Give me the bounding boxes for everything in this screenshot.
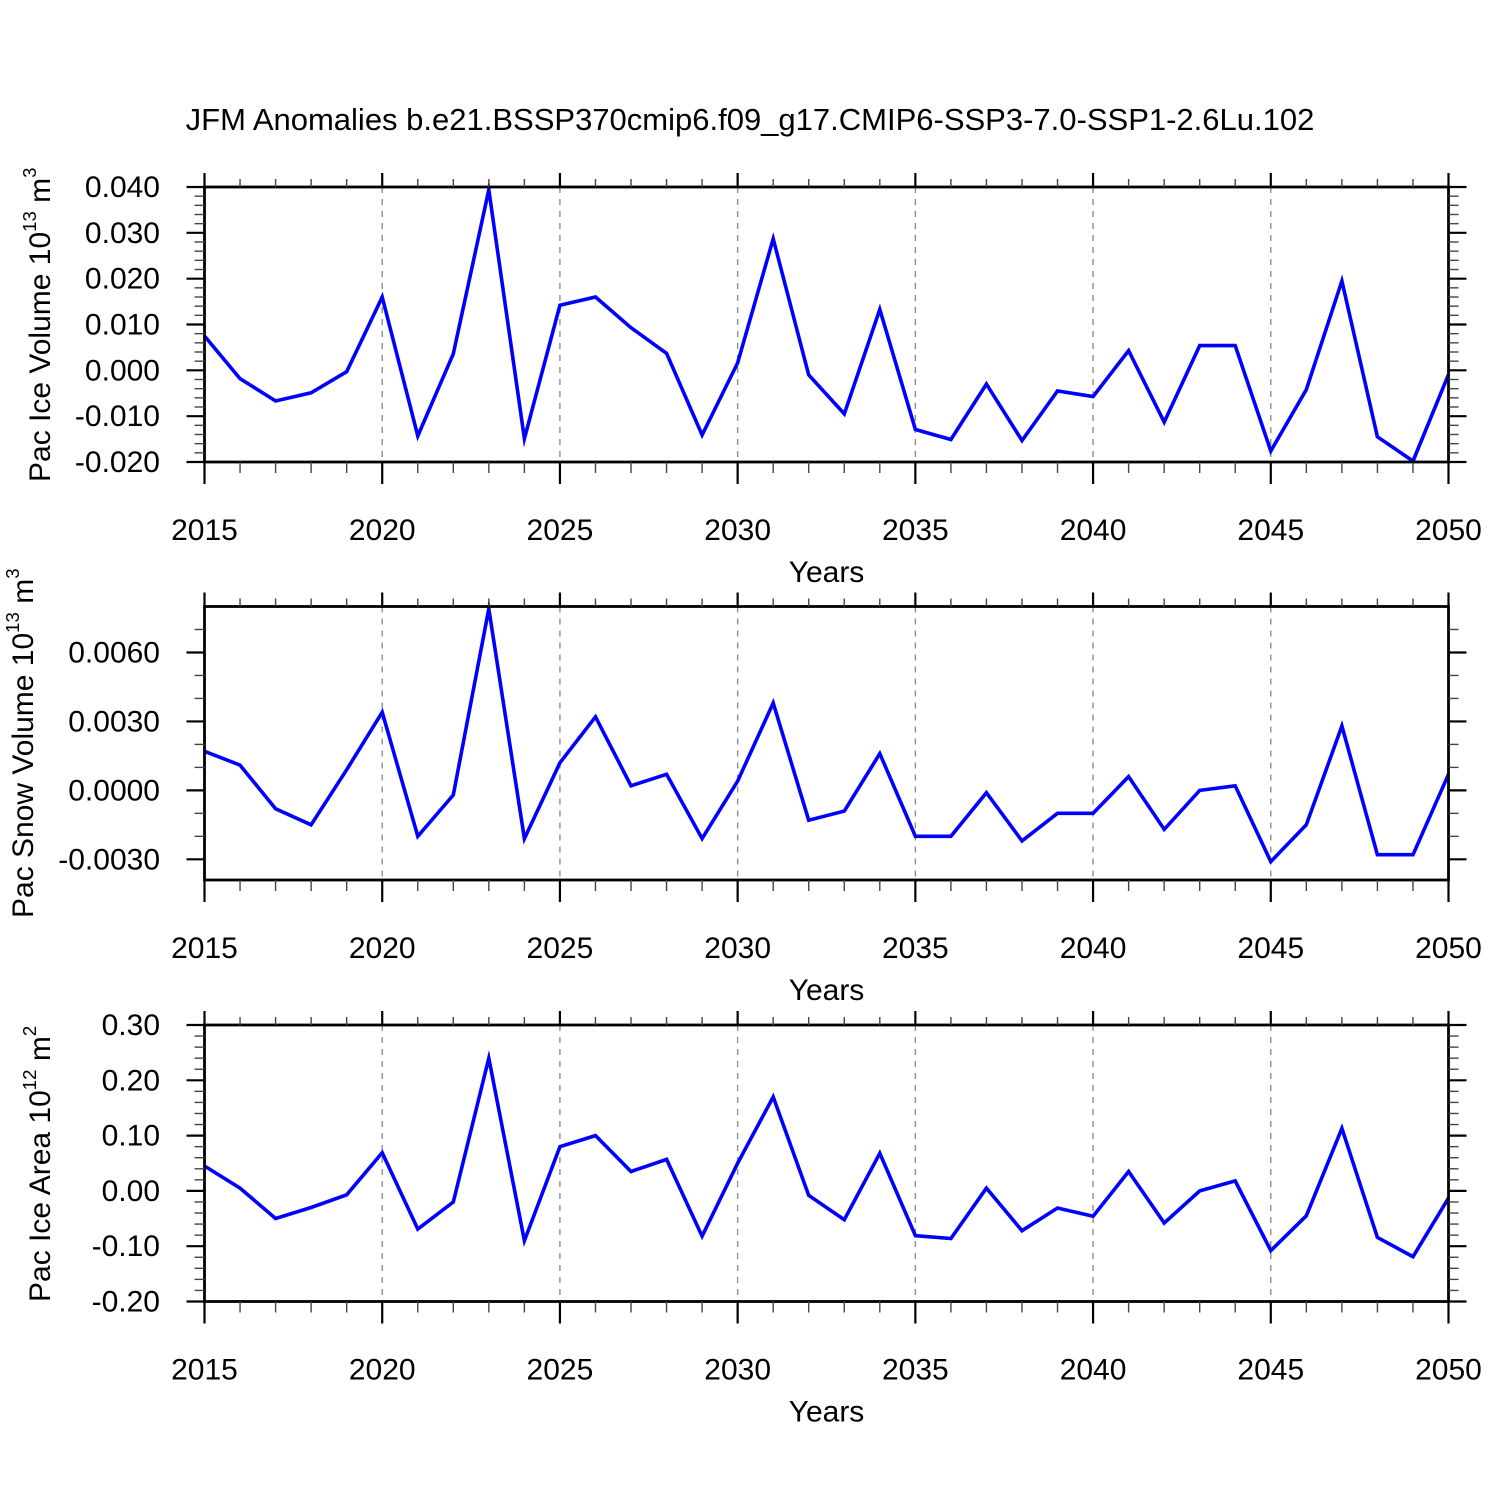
x-tick-label: 2020 <box>349 514 416 547</box>
x-tick-label: 2020 <box>349 1354 416 1387</box>
x-tick-label: 2040 <box>1060 1354 1127 1387</box>
x-tick-label: 2045 <box>1237 514 1304 547</box>
x-tick-label: 2015 <box>171 1354 238 1387</box>
y-tick-label: 0.0000 <box>68 774 160 807</box>
y-tick-label: -0.010 <box>75 400 160 433</box>
y-tick-label: -0.10 <box>92 1230 160 1263</box>
y-tick-label: 0.000 <box>85 354 160 387</box>
y-tick-label: 0.010 <box>85 309 160 342</box>
y-tick-label: -0.0030 <box>58 843 160 876</box>
x-tick-label: 2050 <box>1415 932 1482 965</box>
y-tick-label: 0.00 <box>102 1175 160 1208</box>
x-tick-label: 2025 <box>527 514 594 547</box>
x-tick-label: 2030 <box>704 932 771 965</box>
y-tick-label: 0.10 <box>102 1120 160 1153</box>
x-tick-label: 2015 <box>171 514 238 547</box>
x-axis-title: Years <box>789 556 865 589</box>
y-tick-label: 0.020 <box>85 263 160 296</box>
x-tick-label: 2035 <box>882 1354 949 1387</box>
x-tick-label: 2045 <box>1237 932 1304 965</box>
panel-pac-ice-area: -0.20 -0.10 0.00 0.10 0.20 0.30 2015 2020 2025 20… <box>92 1009 1482 1429</box>
x-axis-title: Years <box>789 1396 865 1429</box>
x-tick-label: 2035 <box>882 514 949 547</box>
x-tick-label: 2015 <box>171 932 238 965</box>
pac-snow-volume-line <box>203 598 1451 865</box>
x-tick-label: 2040 <box>1060 514 1127 547</box>
x-tick-label: 2035 <box>882 932 949 965</box>
x-tick-label: 2025 <box>527 932 594 965</box>
x-tick-label: 2050 <box>1415 1354 1482 1387</box>
x-tick-label: 2050 <box>1415 514 1482 547</box>
y-tick-label: 0.20 <box>102 1064 160 1097</box>
plot-frame <box>203 605 1450 882</box>
x-axis-title: Years <box>789 974 865 1007</box>
panel-pac-snow-volume: -0.0030 0.0000 0.0030 0.0060 2015 2020 2025 203… <box>58 592 1482 1007</box>
x-tick-label: 2040 <box>1060 932 1127 965</box>
x-tick-label: 2020 <box>349 932 416 965</box>
x-tick-label: 2030 <box>704 514 771 547</box>
y-tick-label: 0.0030 <box>68 705 160 738</box>
y-tick-label: 0.30 <box>102 1009 160 1042</box>
y-tick-label: -0.020 <box>75 446 160 479</box>
panel-pac-ice-volume: -0.020 -0.010 0.000 0.010 0.020 0.030 0.040 201… <box>75 171 1482 589</box>
x-tick-label: 2045 <box>1237 1354 1304 1387</box>
y-tick-label: 0.0060 <box>68 636 160 669</box>
y-tick-label: 0.040 <box>85 171 160 204</box>
x-tick-label: 2030 <box>704 1354 771 1387</box>
figure-title: JFM Anomalies b.e21.BSSP370cmip6.f09_g17… <box>185 102 1315 137</box>
y-tick-label: -0.20 <box>92 1286 160 1319</box>
x-tick-label: 2025 <box>527 1354 594 1387</box>
pac-ice-area-line <box>203 1049 1451 1260</box>
y-tick-label: 0.030 <box>85 217 160 250</box>
plot-frame <box>203 1023 1450 1303</box>
pac-ice-volume-line <box>203 179 1451 464</box>
